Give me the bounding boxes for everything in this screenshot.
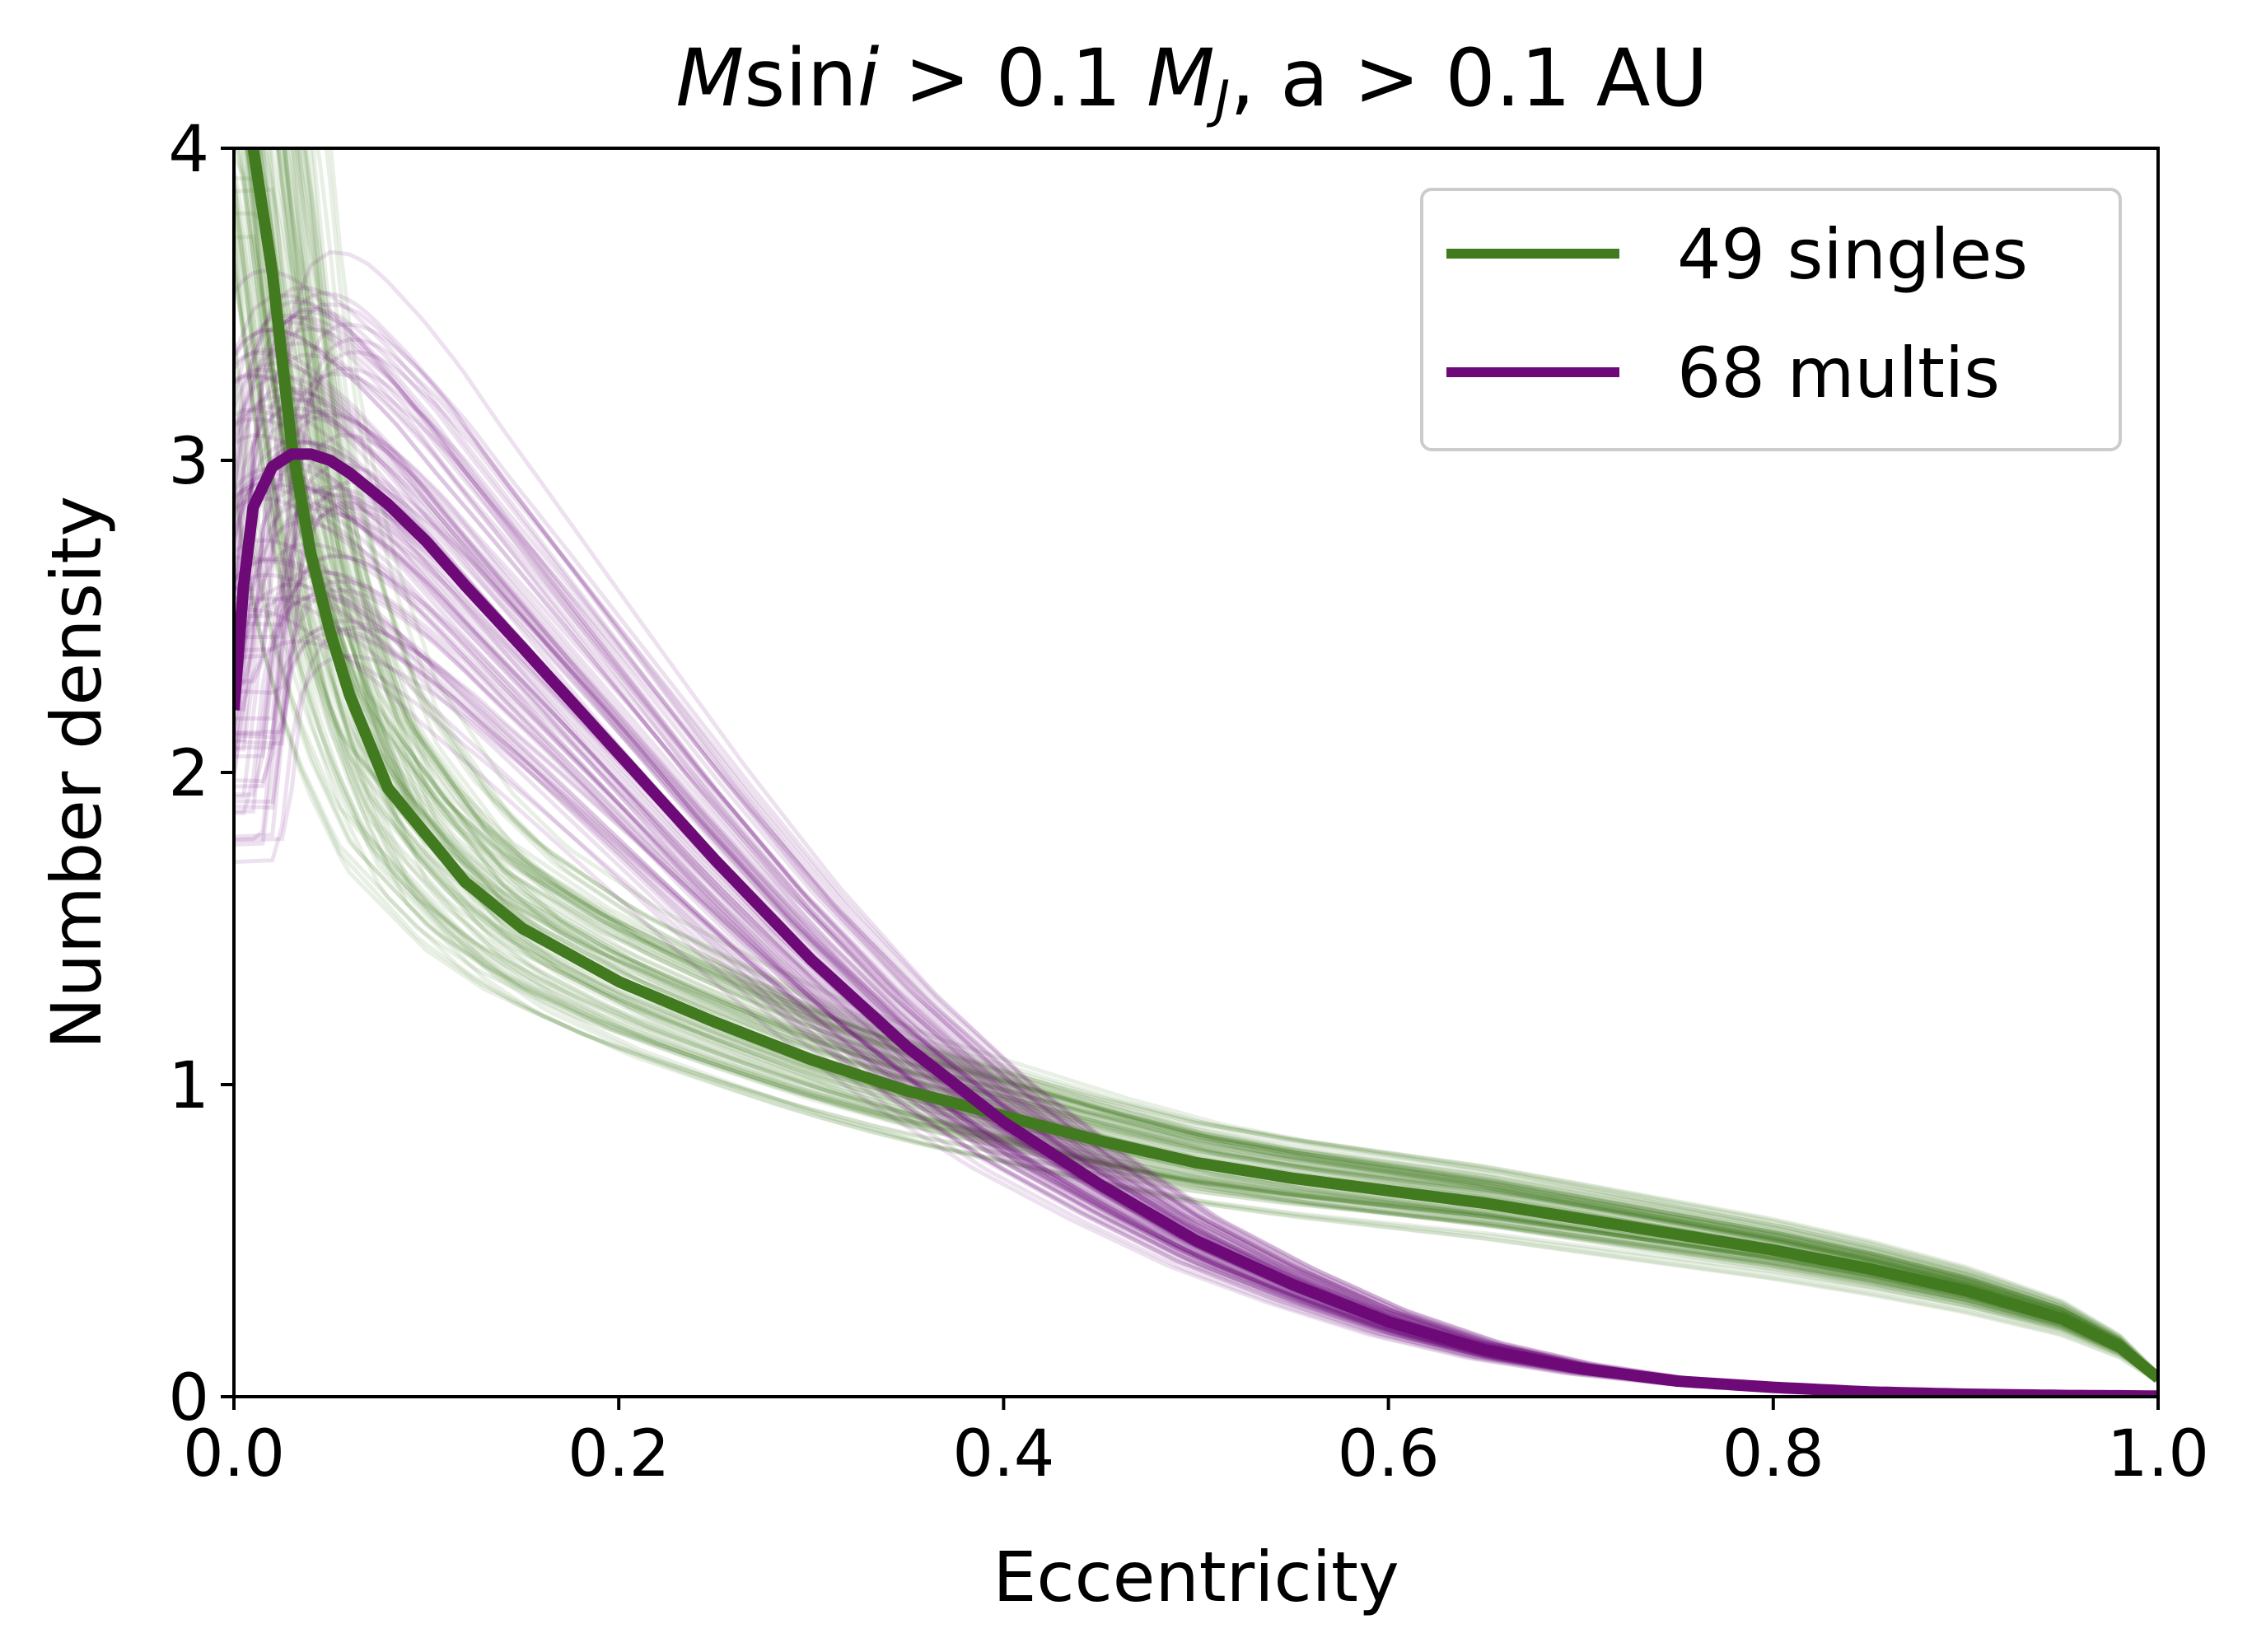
sample-curve: [234, 211, 2158, 1384]
sample-curve: [256, 148, 2158, 1381]
sample-curve: [260, 148, 2158, 1377]
sample-curve: [251, 148, 2158, 1379]
x-tick-label: 0.8: [1722, 1417, 1824, 1491]
sample-curve: [234, 175, 2158, 1384]
sample-curve: [292, 148, 2158, 1378]
sample-curve: [243, 148, 2158, 1379]
sample-curve: [234, 156, 2158, 1381]
sample-curve: [263, 148, 2158, 1381]
sample-curve: [245, 148, 2158, 1379]
x-axis-label: Eccentricity: [993, 1537, 1399, 1617]
sample-curve: [291, 148, 2158, 1378]
sample-curve: [315, 148, 2158, 1378]
sample-curve: [234, 187, 2158, 1382]
sample-curve: [324, 148, 2158, 1379]
legend: 49 singles 68 multis: [1420, 188, 2122, 451]
sample-curve: [282, 148, 2158, 1378]
sample-curve: [234, 218, 2158, 1382]
sample-curve: [234, 481, 2158, 1384]
sample-curve: [280, 148, 2158, 1379]
sample-curve: [283, 148, 2158, 1384]
sample-curve: [285, 148, 2158, 1379]
title-threshold-text: > 0.1: [879, 32, 1147, 124]
main-lines: [234, 148, 2158, 1397]
sample-curve: [254, 148, 2158, 1378]
sample-curve: [242, 148, 2158, 1378]
x-tick-label: 0.4: [952, 1417, 1054, 1491]
sample-curve: [234, 148, 2158, 1381]
sample-curve: [254, 148, 2158, 1376]
sample-curve: [289, 148, 2158, 1378]
legend-multis-label: 68 multis: [1677, 333, 2000, 413]
y-tick-label: 0: [168, 1361, 209, 1435]
sample-curve: [234, 180, 2158, 1382]
multis-series-line: [234, 448, 2158, 1397]
sample-curve: [258, 148, 2158, 1381]
title-sin-text: sin: [744, 32, 857, 124]
sample-curve: [234, 492, 2158, 1381]
sample-curve: [304, 148, 2158, 1379]
title-semimajor-text: , a > 0.1 AU: [1230, 32, 1708, 124]
sample-curve: [234, 272, 2158, 1382]
sample-curve: [255, 148, 2158, 1378]
title-mass-symbol: M: [675, 32, 744, 124]
y-tick-label: 3: [168, 425, 209, 499]
title-inclination-symbol: i: [857, 32, 880, 124]
sample-curve: [234, 446, 2158, 1382]
y-tick-label: 2: [168, 737, 209, 811]
sample-curve: [263, 148, 2158, 1378]
y-tick-label: 4: [168, 113, 209, 187]
sample-curve: [276, 148, 2158, 1381]
y-tick-label: 1: [168, 1049, 209, 1123]
sample-curve: [311, 148, 2158, 1379]
sample-curve: [302, 148, 2158, 1379]
sample-curve: [247, 148, 2158, 1379]
sample-curve: [234, 274, 2158, 1383]
legend-singles-label: 49 singles: [1677, 214, 2028, 295]
sample-curve: [234, 377, 2158, 1381]
sample-curve: [245, 148, 2158, 1377]
chart-title: Msini > 0.1 MJ, a > 0.1 AU: [675, 32, 1708, 129]
y-axis-label: Number density: [36, 496, 117, 1049]
sample-curve: [234, 341, 2158, 1382]
sample-curve: [269, 148, 2158, 1378]
sample-curve: [234, 210, 2158, 1382]
sample-curve: [308, 148, 2158, 1377]
x-axis: 0.0 0.2 0.4 0.6 0.8 1.0: [183, 1397, 2209, 1491]
sample-curve: [256, 148, 2158, 1382]
sample-curve: [283, 148, 2158, 1383]
sample-curve: [266, 148, 2158, 1375]
title-jupiter-mass-symbol: M: [1147, 32, 1215, 124]
sample-curve: [234, 188, 2158, 1376]
sample-curve: [234, 175, 2158, 1377]
sample-curve: [254, 148, 2158, 1379]
sample-curve: [294, 148, 2158, 1378]
x-tick-label: 0.6: [1338, 1417, 1440, 1491]
sample-curve: [252, 148, 2158, 1381]
x-tick-label: 0.2: [568, 1417, 670, 1491]
sample-curve: [288, 148, 2158, 1379]
sample-curve: [234, 262, 2158, 1381]
sample-curve: [298, 148, 2158, 1379]
sample-curve: [275, 148, 2158, 1376]
sample-curve: [268, 148, 2158, 1379]
x-tick-label: 1.0: [2107, 1417, 2209, 1491]
sample-curve: [329, 148, 2158, 1377]
sample-curve: [234, 470, 2158, 1382]
sample-curve: [234, 234, 2158, 1383]
plot-area: [232, 147, 2160, 1398]
sample-curve: [238, 148, 2158, 1379]
x-tick-label: 0.0: [183, 1417, 285, 1491]
sample-curve: [281, 148, 2158, 1379]
sample-curve: [234, 340, 2158, 1378]
sample-curve: [301, 148, 2158, 1378]
singles-series-line: [247, 148, 2158, 1383]
sample-curve: [258, 148, 2158, 1378]
sample-curve: [235, 148, 2158, 1379]
y-axis: 0 1 2 3 4: [168, 113, 234, 1435]
sample-curve: [234, 167, 2158, 1380]
sample-curve: [297, 148, 2158, 1382]
